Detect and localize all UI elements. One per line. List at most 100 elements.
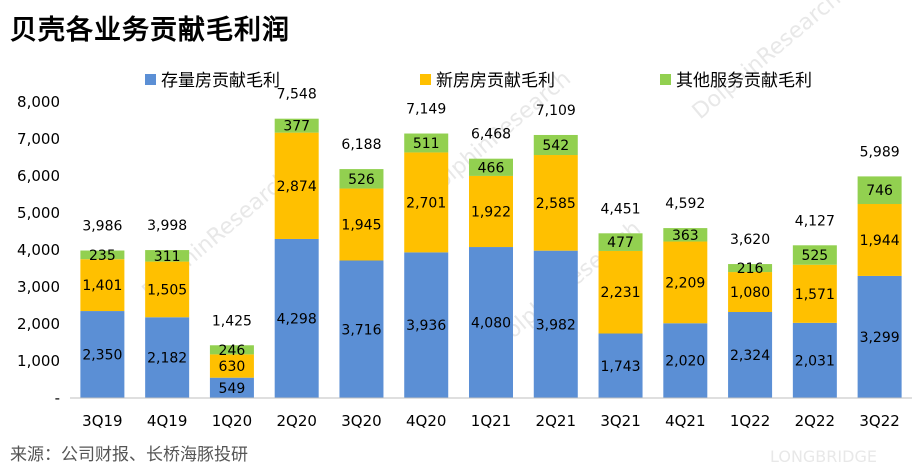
x-tick-label: 1Q22 (730, 412, 770, 430)
data-label: 1,944 (860, 233, 900, 249)
x-tick-label: 2Q20 (276, 412, 316, 430)
total-label: 6,188 (341, 137, 381, 153)
bar-segment-3 (209, 345, 254, 355)
data-label: 542 (542, 138, 569, 154)
bar-segment-2 (663, 241, 708, 324)
data-label: 2,874 (277, 179, 317, 195)
bar-segment-1 (274, 238, 319, 398)
data-label: 1,505 (147, 282, 187, 298)
bars: 2,350 1,401 235 3,986 2,182 1,505 311 3,998 549 6… (80, 87, 902, 398)
data-label: 3,982 (536, 317, 576, 333)
bar-segment-1 (598, 333, 643, 398)
data-label: 4,080 (471, 316, 511, 332)
data-label: 1,571 (795, 287, 835, 303)
bar-segment-1 (145, 317, 190, 398)
bar-segment-3 (274, 118, 319, 133)
x-tick-label: 3Q19 (82, 412, 122, 430)
total-label: 7,548 (277, 87, 317, 103)
data-label: 2,350 (82, 348, 122, 364)
x-tick-label: 1Q21 (471, 412, 511, 430)
legend-swatch-1 (145, 74, 156, 85)
legend: 存量房贡献毛利 新房房贡献毛利 其他服务贡献毛利 (145, 71, 812, 91)
total-label: 1,425 (212, 313, 252, 329)
bar-segment-1 (80, 311, 125, 398)
bar-segment-2 (80, 259, 125, 312)
y-tick-label: 7,000 (17, 130, 60, 148)
x-tick-label: 1Q20 (212, 412, 252, 430)
data-label: 1,401 (82, 278, 122, 294)
bar-segment-2 (469, 175, 513, 248)
bar-segment-1 (533, 250, 578, 398)
data-label: 1,080 (730, 285, 770, 301)
total-label: 3,998 (147, 218, 187, 234)
data-label: 2,324 (730, 348, 770, 364)
x-tick-label: 4Q20 (406, 412, 446, 430)
bar-segment-2 (598, 250, 643, 334)
x-tick-label: 4Q19 (147, 412, 187, 430)
total-label: 4,592 (665, 196, 705, 212)
data-label: 3,716 (341, 322, 381, 338)
y-axis: - 1,000 2,000 3,000 4,000 5,000 6,000 7,000 8,00… (17, 93, 60, 407)
bar-segment-2 (533, 155, 578, 251)
bar-segment-3 (80, 250, 125, 260)
y-tick-label: 2,000 (17, 315, 60, 333)
bar-segment-2 (792, 264, 837, 323)
bar-segment-1 (339, 260, 384, 398)
bar-segment-2 (274, 132, 319, 239)
x-tick-label: 2Q22 (795, 412, 835, 430)
data-label: 2,231 (600, 285, 640, 301)
total-label: 7,149 (406, 102, 446, 118)
bar-segment-2 (209, 354, 254, 378)
x-tick-label: 3Q21 (600, 412, 640, 430)
data-label: 511 (413, 136, 440, 152)
total-label: 3,986 (82, 219, 122, 235)
data-label: 3,936 (406, 318, 446, 334)
data-label: 477 (607, 235, 634, 251)
bar-segment-1 (792, 322, 837, 398)
data-label: 377 (283, 119, 310, 135)
total-label: 5,989 (860, 144, 900, 160)
chart-title: 贝壳各业务贡献毛利润 (10, 15, 290, 46)
data-label: 246 (219, 343, 246, 359)
bar-segment-3 (663, 228, 708, 242)
data-label: 746 (866, 183, 893, 199)
y-tick-label: - (55, 389, 60, 407)
legend-label-1: 存量房贡献毛利 (161, 71, 280, 91)
data-label: 235 (89, 248, 116, 264)
y-tick-label: 3,000 (17, 278, 60, 296)
bar-segment-2 (145, 261, 190, 318)
bar-segment-3 (339, 169, 384, 189)
x-tick-label: 4Q21 (665, 412, 705, 430)
bar-segment-2 (728, 272, 773, 313)
bar-segment-1 (404, 252, 449, 398)
bar-segment-2 (857, 204, 902, 276)
data-label: 2,701 (406, 195, 446, 211)
bar-segment-1 (663, 323, 708, 398)
legend-swatch-3 (660, 74, 671, 85)
data-label: 4,298 (277, 311, 317, 327)
x-tick-label: 3Q22 (859, 412, 899, 430)
data-label: 525 (801, 248, 828, 264)
data-label: 1,922 (471, 204, 511, 220)
source-note: 来源：公司财报、长桥海豚投研 (10, 445, 248, 465)
data-label: 311 (154, 249, 181, 265)
bar-segment-3 (469, 158, 513, 176)
bar-segment-3 (598, 233, 643, 251)
x-tick-label: 3Q20 (341, 412, 381, 430)
data-label: 526 (348, 172, 375, 188)
bar-segment-1 (209, 377, 254, 398)
x-axis: 3Q19 4Q19 1Q20 2Q20 3Q20 4Q20 1Q21 2Q21 3Q21 4Q21… (70, 397, 912, 430)
legend-swatch-2 (420, 74, 431, 85)
y-tick-label: 1,000 (17, 352, 60, 370)
data-label: 2,020 (665, 354, 705, 370)
total-label: 6,468 (471, 127, 511, 143)
y-tick-label: 5,000 (17, 204, 60, 222)
x-tick-label: 2Q21 (536, 412, 576, 430)
legend-label-3: 其他服务贡献毛利 (676, 71, 812, 91)
bar-segment-3 (792, 245, 837, 265)
bar-segment-3 (533, 134, 578, 156)
data-label: 3,299 (860, 330, 900, 346)
watermark-text: DolphinResearch (688, 0, 846, 125)
bar-segment-3 (404, 133, 449, 153)
